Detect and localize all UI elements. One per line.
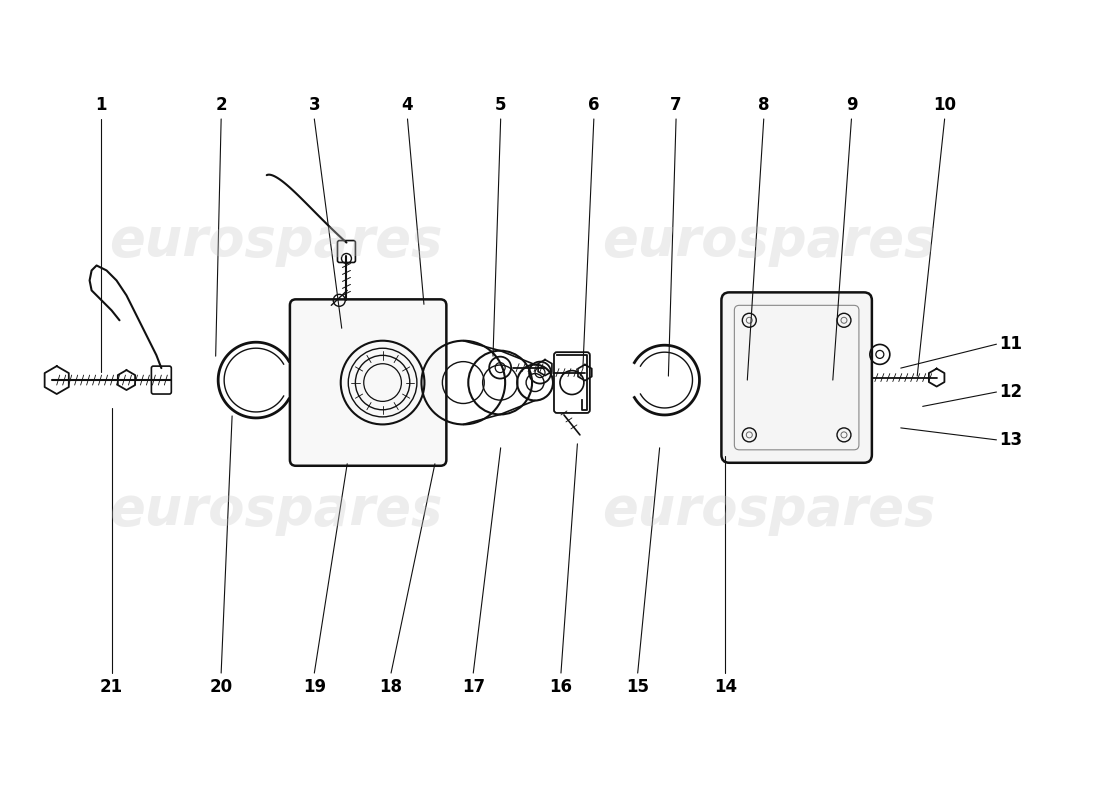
Text: 14: 14 [714, 678, 737, 696]
Text: eurospares: eurospares [109, 214, 442, 266]
Text: 6: 6 [588, 96, 600, 114]
Text: 11: 11 [999, 335, 1022, 353]
Text: eurospares: eurospares [603, 214, 936, 266]
Text: 10: 10 [933, 96, 956, 114]
Text: 2: 2 [216, 96, 227, 114]
Text: 21: 21 [100, 678, 123, 696]
Text: 17: 17 [462, 678, 485, 696]
Text: 15: 15 [626, 678, 649, 696]
Text: 1: 1 [95, 96, 107, 114]
FancyBboxPatch shape [722, 292, 872, 462]
Text: 13: 13 [999, 431, 1022, 449]
Text: 18: 18 [379, 678, 403, 696]
Text: 20: 20 [210, 678, 233, 696]
Text: 3: 3 [308, 96, 320, 114]
FancyBboxPatch shape [290, 299, 447, 466]
Text: 16: 16 [550, 678, 572, 696]
Text: 12: 12 [999, 383, 1022, 401]
Text: 19: 19 [302, 678, 326, 696]
Text: 5: 5 [495, 96, 506, 114]
Text: eurospares: eurospares [109, 484, 442, 536]
Text: 7: 7 [670, 96, 682, 114]
Text: eurospares: eurospares [603, 484, 936, 536]
Text: 4: 4 [402, 96, 414, 114]
Text: 9: 9 [846, 96, 857, 114]
Text: 8: 8 [758, 96, 770, 114]
